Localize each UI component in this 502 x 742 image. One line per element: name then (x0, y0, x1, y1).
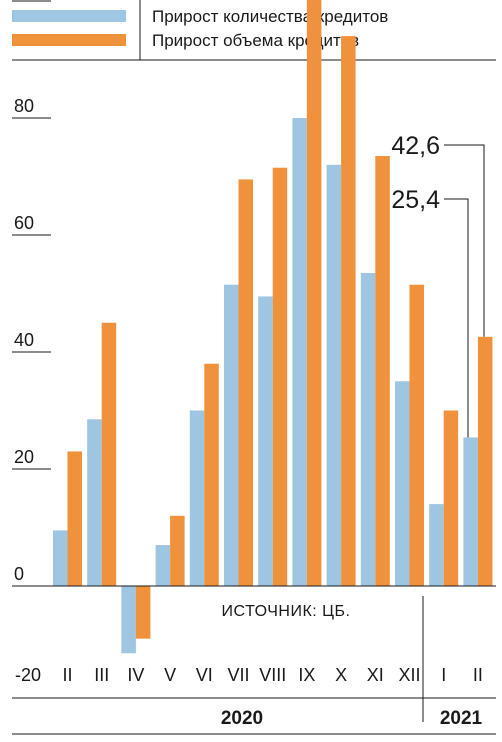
annotation-label-1: 25,4 (391, 186, 440, 214)
legend-swatch-0 (12, 10, 126, 22)
x-tick-label-10: XII (398, 665, 420, 685)
bar-volume-2 (135, 586, 151, 639)
bar-volume-0 (67, 451, 82, 586)
x-tick-label-2: IV (127, 665, 144, 685)
bar-count-0 (53, 530, 68, 586)
bar-volume-7 (306, 0, 322, 586)
bar-count-9 (360, 273, 376, 586)
y-gridlines (12, 0, 51, 587)
source-note: ИСТОЧНИК: ЦБ. (222, 603, 351, 620)
axes (12, 585, 496, 735)
annotation-leader-1 (444, 198, 469, 438)
x-tick-label-5: VII (227, 665, 249, 685)
year-label-2020: 2020 (221, 708, 263, 729)
bars (53, 0, 493, 654)
year-label-2021: 2021 (440, 708, 483, 729)
y-tick-label-80: 80 (14, 96, 34, 116)
bar-count-4 (189, 410, 205, 586)
bar-volume-10 (409, 284, 424, 586)
bar-volume-3 (170, 515, 185, 586)
x-tick-label-3: V (164, 665, 176, 685)
bar-count-11 (429, 504, 444, 586)
x-tick-label-4: VI (196, 665, 213, 685)
y-tick-label--20: -20 (15, 665, 41, 685)
y-tick-label-20: 20 (14, 447, 34, 467)
x-tick-label-1: III (94, 665, 109, 685)
x-tick-label-12: II (473, 665, 483, 685)
bar-volume-4 (204, 363, 219, 586)
x-tick-label-0: II (62, 665, 72, 685)
annotation-label-0: 42,6 (391, 132, 440, 160)
bar-count-2 (121, 586, 136, 654)
x-tick-label-9: XI (367, 665, 384, 685)
bar-volume-1 (101, 322, 117, 586)
legend-label-0: Прирост количества кредитов (152, 7, 388, 26)
bar-volume-6 (272, 167, 288, 586)
x-tick-label-6: VIII (259, 665, 286, 685)
bar-count-12 (463, 437, 478, 586)
x-tick-label-11: I (441, 665, 446, 685)
x-tick-label-7: IX (298, 665, 315, 685)
bar-count-1 (87, 419, 102, 586)
annotation-leader-0 (444, 144, 485, 337)
bar-count-7 (292, 118, 307, 586)
bar-volume-12 (477, 336, 493, 586)
legend-label-1: Прирост объема кредитов (152, 31, 359, 50)
bar-volume-9 (375, 156, 390, 586)
y-tick-label-40: 40 (14, 330, 34, 350)
bar-count-10 (395, 381, 410, 586)
bar-volume-11 (443, 410, 459, 586)
legend-swatch-1 (12, 34, 126, 46)
bar-volume-5 (238, 179, 253, 587)
bar-count-5 (224, 284, 239, 586)
bar-volume-8 (341, 36, 356, 587)
labels: 100806040200-20IIIIIIVVVIVIIVIIIIXXXIXII… (14, 96, 483, 729)
bar-count-3 (155, 545, 171, 586)
y-tick-label-0: 0 (14, 564, 24, 584)
legend: Прирост количества кредитов Прирост объем… (12, 0, 496, 61)
x-tick-label-8: X (335, 665, 347, 685)
bar-count-8 (326, 164, 342, 587)
bar-count-6 (258, 296, 273, 586)
annotations: 42,6 25,4 (391, 132, 485, 438)
y-tick-label-60: 60 (14, 213, 34, 233)
